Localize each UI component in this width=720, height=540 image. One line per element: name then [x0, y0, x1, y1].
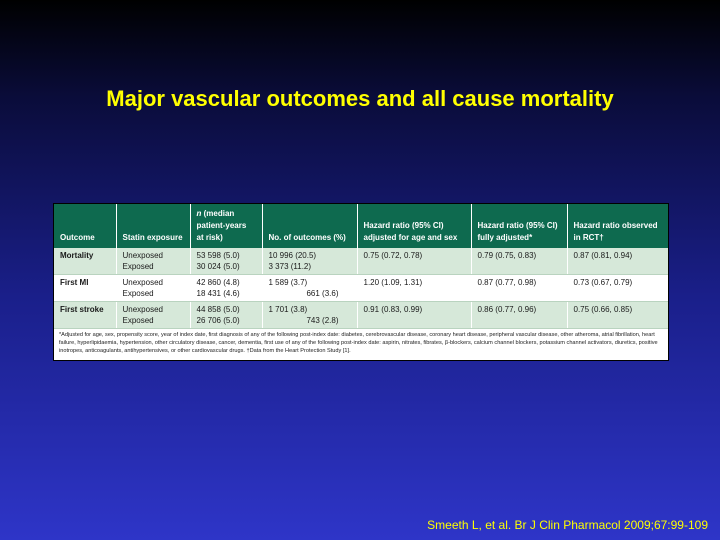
n-cell: 44 858 (5.0) — [190, 301, 263, 315]
outcomes-cell: 1 701 (3.8) — [262, 301, 358, 315]
outcomes-cell: 10 996 (20.5) — [262, 248, 358, 261]
header-no-outcomes: No. of outcomes (%) — [262, 204, 358, 248]
hr-full-cell — [471, 315, 568, 329]
hr-age-sex-cell: 0.75 (0.72, 0.78) — [357, 248, 472, 261]
citation: Smeeth L, et al. Br J Clin Pharmacol 200… — [427, 518, 708, 532]
header-hr-rct: Hazard ratio observed in RCT† — [567, 204, 668, 248]
outcome-cell — [54, 315, 117, 329]
header-statin-exposure: Statin exposure — [116, 204, 191, 248]
outcomes-cell: 661 (3.6) — [262, 288, 358, 302]
table-footnote: *Adjusted for age, sex, propensity score… — [59, 332, 658, 354]
hr-full-cell: 0.79 (0.75, 0.83) — [471, 248, 568, 261]
exposure-cell: Exposed — [116, 288, 191, 302]
hr-full-cell: 0.86 (0.77, 0.96) — [471, 301, 568, 315]
exposure-cell: Unexposed — [116, 274, 191, 288]
outcomes-cell: 743 (2.8) — [262, 315, 358, 329]
exposure-cell: Exposed — [116, 315, 191, 329]
table-row: Exposed 18 431 (4.6) 661 (3.6) — [54, 288, 668, 302]
header-hr-fully-adjusted: Hazard ratio (95% CI) fully adjusted* — [471, 204, 568, 248]
slide-title: Major vascular outcomes and all cause mo… — [106, 86, 614, 111]
table-row: Exposed 30 024 (5.0) 3 373 (11.2) — [54, 261, 668, 275]
n-cell: 42 860 (4.8) — [190, 274, 263, 288]
n-cell: 30 024 (5.0) — [190, 261, 263, 275]
table-row: Mortality Unexposed 53 598 (5.0) 10 996 … — [54, 248, 668, 261]
table-row: First MI Unexposed 42 860 (4.8) 1 589 (3… — [54, 274, 668, 288]
table-header-row: Outcome Statin exposure n (median patien… — [54, 204, 668, 248]
table-row: First stroke Unexposed 44 858 (5.0) 1 70… — [54, 301, 668, 315]
outcome-cell: Mortality — [54, 248, 117, 261]
exposure-cell: Unexposed — [116, 301, 191, 315]
hr-rct-cell: 0.87 (0.81, 0.94) — [567, 248, 668, 261]
outcome-cell — [54, 288, 117, 302]
outcome-cell — [54, 261, 117, 275]
results-table: Outcome Statin exposure n (median patien… — [54, 204, 668, 329]
hr-age-sex-cell: 1.20 (1.09, 1.31) — [357, 274, 472, 288]
hr-age-sex-cell: 0.91 (0.83, 0.99) — [357, 301, 472, 315]
outcomes-cell: 3 373 (11.2) — [262, 261, 358, 275]
table-row: Exposed 26 706 (5.0) 743 (2.8) — [54, 315, 668, 329]
n-cell: 18 431 (4.6) — [190, 288, 263, 302]
hr-rct-cell — [567, 261, 668, 275]
results-table-panel: Outcome Statin exposure n (median patien… — [53, 203, 669, 361]
n-cell: 53 598 (5.0) — [190, 248, 263, 261]
hr-full-cell — [471, 261, 568, 275]
header-patient-years: n (median patient-years at risk) — [190, 204, 263, 248]
hr-age-sex-cell — [357, 261, 472, 275]
outcomes-cell: 1 589 (3.7) — [262, 274, 358, 288]
hr-rct-cell — [567, 315, 668, 329]
hr-rct-cell: 0.73 (0.67, 0.79) — [567, 274, 668, 288]
n-cell: 26 706 (5.0) — [190, 315, 263, 329]
outcome-cell: First MI — [54, 274, 117, 288]
hr-rct-cell — [567, 288, 668, 302]
exposure-cell: Unexposed — [116, 248, 191, 261]
hr-full-cell — [471, 288, 568, 302]
hr-full-cell: 0.87 (0.77, 0.98) — [471, 274, 568, 288]
header-outcome: Outcome — [54, 204, 117, 248]
header-hr-age-sex: Hazard ratio (95% CI) adjusted for age a… — [357, 204, 472, 248]
exposure-cell: Exposed — [116, 261, 191, 275]
hr-age-sex-cell — [357, 288, 472, 302]
outcome-cell: First stroke — [54, 301, 117, 315]
hr-age-sex-cell — [357, 315, 472, 329]
hr-rct-cell: 0.75 (0.66, 0.85) — [567, 301, 668, 315]
